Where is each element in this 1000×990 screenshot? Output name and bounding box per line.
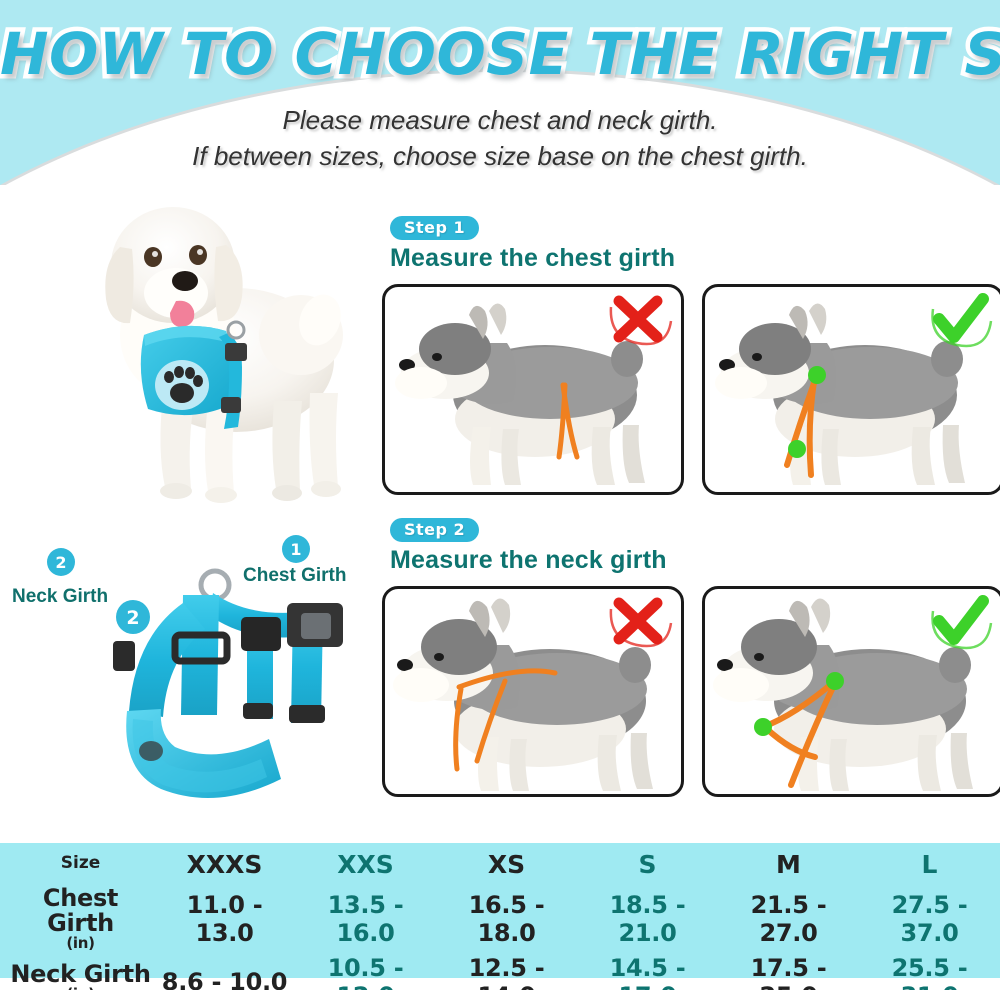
chest-girth-m: 21.5 - 27.0 [750, 891, 827, 948]
size-header-xxs: XXS [337, 849, 394, 879]
neck-girth-number-badge: 2 [47, 548, 75, 576]
step-2-badge: Step 2 [390, 518, 480, 542]
neck-girth-s: 14.5 - 17.0 [609, 954, 686, 990]
page-title: HOW TO CHOOSE THE RIGHT SIZE [0, 16, 1000, 93]
neck-girth-row-label: Neck Girth (in) [0, 953, 154, 990]
measure-dot-bottom [754, 718, 772, 736]
tape-measure-line [456, 668, 558, 690]
neck-girth-row-unit: (in) [8, 986, 153, 990]
step-2-panels [382, 586, 1000, 797]
step-1-wrong-panel [382, 284, 684, 495]
neck-girth-xxxs: 8.6 - 10.0 [161, 968, 288, 990]
neck-girth-l: 25.5 - 31.0 [891, 954, 968, 990]
header-banner [0, 0, 1000, 185]
table-row: Chest Girth (in) 11.0 - 13.0 13.5 - 16.0… [0, 885, 1000, 953]
chest-girth-xxs: 13.5 - 16.0 [327, 891, 404, 948]
size-header-xs: XS [487, 849, 526, 879]
step-1-badge: Step 1 [390, 216, 480, 240]
harness-product-diagram: 2 [55, 555, 385, 805]
measure-dot-top [826, 672, 844, 690]
neck-girth-m: 17.5 - 25.0 [750, 954, 827, 990]
neck-girth-xs: 12.5 - 14.0 [468, 954, 545, 990]
neck-girth-label: Neck Girth [12, 586, 109, 607]
chest-girth-row-unit: (in) [66, 934, 95, 953]
table-header-label: Size [60, 853, 101, 874]
step-2-title: Measure the neck girth [390, 546, 667, 574]
step-2-wrong-panel [382, 586, 684, 797]
step-2-correct-panel [702, 586, 1000, 797]
chest-girth-l: 27.5 - 37.0 [891, 891, 968, 948]
size-header-m: M [776, 849, 801, 879]
subtitle-line-2: If between sizes, choose size base on th… [192, 141, 808, 171]
step-2-heading: Step 2 Measure the neck girth [390, 518, 667, 575]
measure-dot-bottom [788, 440, 806, 458]
neck-girth-xxs: 10.5 - 12.0 [327, 954, 404, 990]
check-icon [923, 291, 993, 353]
chest-girth-row-title: Chest Girth [42, 884, 119, 938]
table-row: Neck Girth (in) 8.6 - 10.0 10.5 - 12.0 1… [0, 953, 1000, 990]
cross-icon [603, 593, 673, 655]
neck-girth-row-title: Neck Girth [10, 959, 151, 988]
size-header-s: S [638, 849, 657, 879]
size-header-l: L [921, 849, 938, 879]
table-header-row: Size XXXS XXS XS S M L [0, 843, 1000, 885]
step-1-panels [382, 284, 1000, 495]
step-1-correct-panel [702, 284, 1000, 495]
check-icon [923, 593, 993, 655]
chest-girth-xs: 16.5 - 18.0 [468, 891, 545, 948]
dog-wearing-harness-photo [58, 185, 378, 515]
step-1-title: Measure the chest girth [390, 244, 676, 272]
chest-girth-row-label: Chest Girth (in) [0, 885, 154, 953]
size-chart-table: Size XXXS XXS XS S M L Chest Girth (in) … [0, 843, 1000, 990]
measure-dot-top [808, 366, 826, 384]
strap-number-text: 2 [126, 607, 139, 629]
chest-girth-s: 18.5 - 21.0 [609, 891, 686, 948]
cross-icon [603, 291, 673, 353]
size-header-xxxs: XXXS [186, 849, 263, 879]
chest-girth-xxxs: 11.0 - 13.0 [186, 891, 263, 948]
subtitle-line-1: Please measure chest and neck girth. [282, 105, 718, 135]
chest-girth-label: Chest Girth [243, 565, 347, 586]
chest-girth-number-badge: 1 [282, 535, 310, 563]
step-1-heading: Step 1 Measure the chest girth [390, 216, 675, 273]
